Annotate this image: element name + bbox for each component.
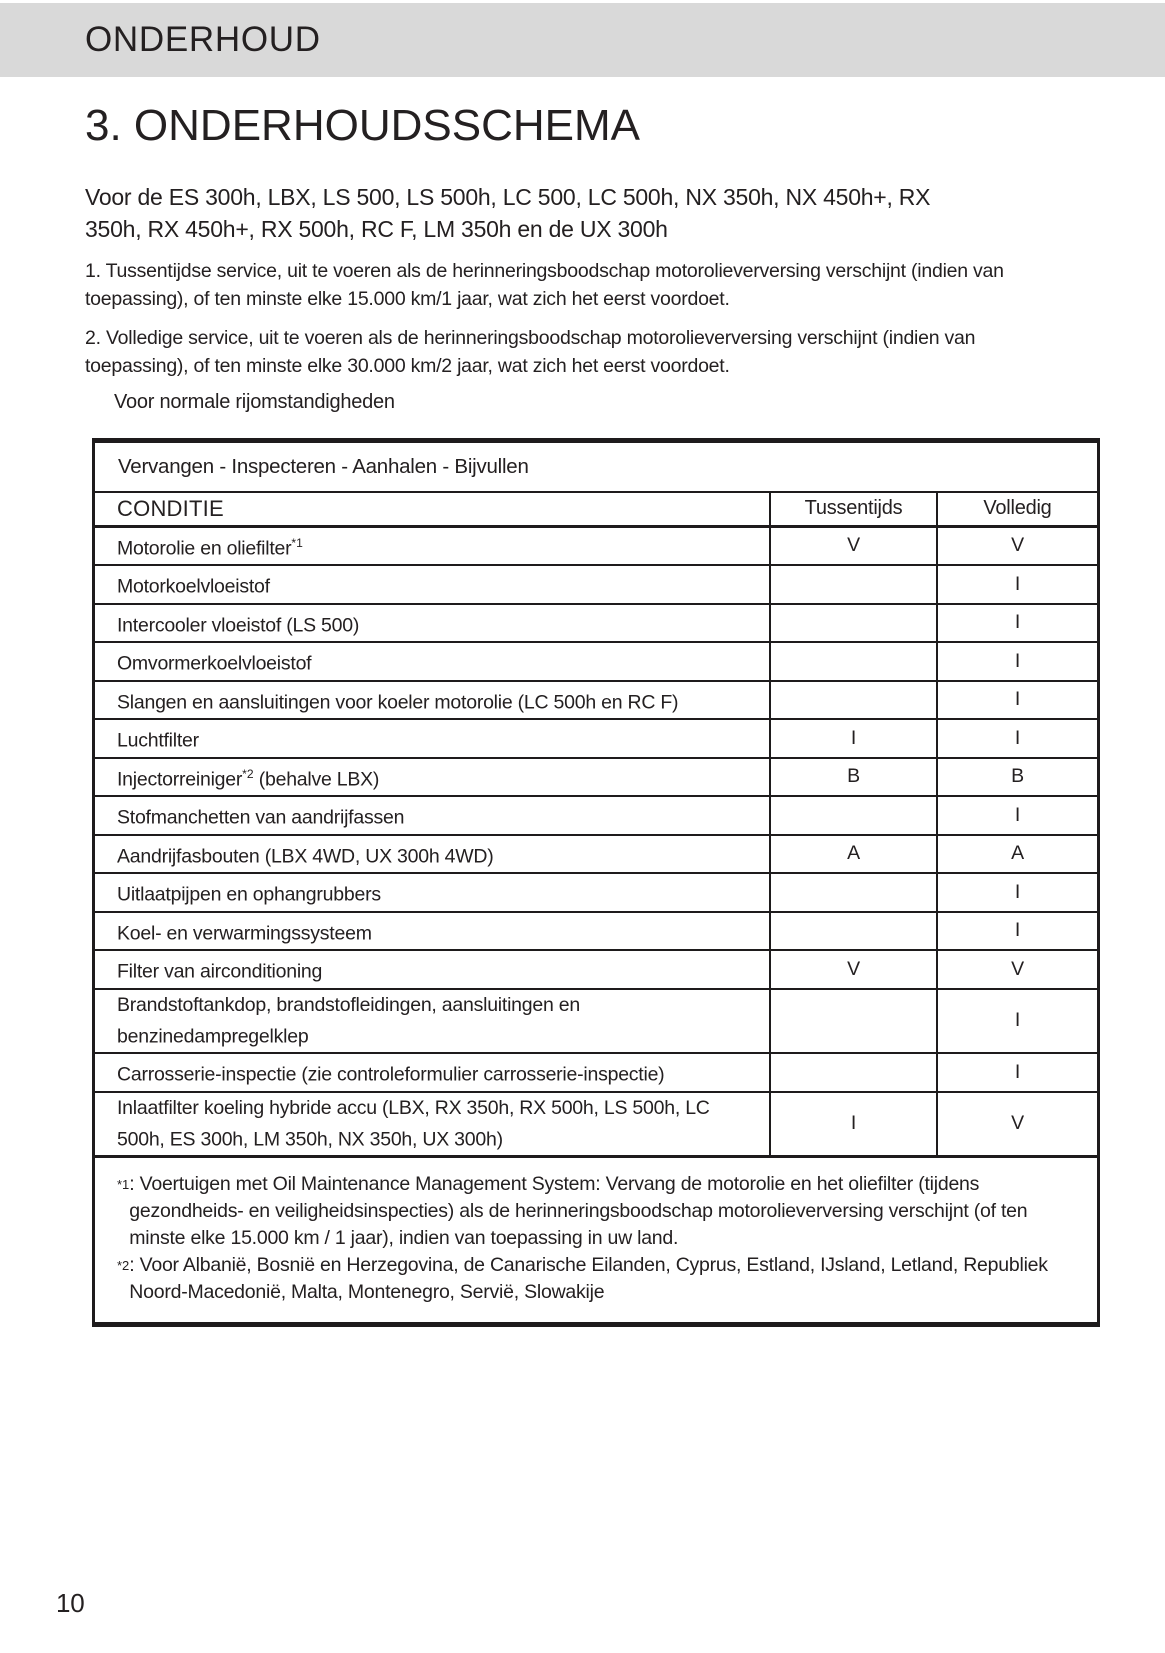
- tussentijds-cell: [769, 911, 937, 951]
- volledig-cell: I: [936, 565, 1097, 605]
- condition-cell: Luchtfilter: [95, 719, 770, 759]
- table-label: Voor normale rijomstandigheden: [114, 391, 395, 413]
- volledig-cell: A: [936, 834, 1097, 874]
- service-paragraph-1: 1. Tussentijdse service, uit te voeren a…: [85, 260, 1004, 310]
- footnote-reference: *1: [291, 535, 303, 550]
- volledig-cell: B: [936, 757, 1097, 797]
- condition-cell: Injectorreiniger*2 (behalve LBX): [95, 757, 770, 797]
- chapter-header-bar: ONDERHOUD: [0, 3, 1165, 77]
- table-header-row: CONDITIE Tussentijds Volledig: [95, 493, 1097, 528]
- page-number: 10: [56, 1588, 85, 1618]
- tussentijds-cell: B: [769, 757, 937, 797]
- tussentijds-cell: [769, 988, 937, 1054]
- volledig-cell: I: [936, 796, 1097, 836]
- tussentijds-cell: [769, 1053, 937, 1093]
- condition-cell: Carrosserie-inspectie (zie controleformu…: [95, 1053, 770, 1093]
- service-paragraph-2: 2. Volledige service, uit te voeren als …: [85, 327, 976, 377]
- table-legend: Vervangen - Inspecteren - Aanhalen - Bij…: [95, 443, 1097, 493]
- condition-cell: Slangen en aansluitingen voor koeler mot…: [95, 680, 770, 720]
- column-header-volledig: Volledig: [936, 493, 1097, 528]
- tussentijds-cell: [769, 873, 937, 913]
- model-list-subtitle: Voor de ES 300h, LBX, LS 500, LS 500h, L…: [85, 184, 931, 242]
- table-row: Uitlaatpijpen en ophangrubbers I: [95, 873, 1097, 913]
- tussentijds-cell: [769, 603, 937, 643]
- table-row: Motorolie en oliefilter*1 V V: [95, 526, 1097, 566]
- condition-cell: Uitlaatpijpen en ophangrubbers: [95, 873, 770, 913]
- table-row: Injectorreiniger*2 (behalve LBX) B B: [95, 757, 1097, 797]
- footnotes: *1 : Voertuigen met Oil Maintenance Mana…: [95, 1158, 1097, 1322]
- table-row: Luchtfilter I I: [95, 719, 1097, 759]
- footnote: *1 : Voertuigen met Oil Maintenance Mana…: [117, 1171, 1073, 1252]
- column-header-conditie: CONDITIE: [95, 493, 770, 528]
- column-header-tussentijds: Tussentijds: [769, 493, 937, 528]
- condition-cell: Filter van airconditioning: [95, 950, 770, 990]
- table-row: Intercooler vloeistof (LS 500) I: [95, 603, 1097, 643]
- maintenance-schedule-box: Vervangen - Inspecteren - Aanhalen - Bij…: [92, 438, 1100, 1327]
- condition-cell: Aandrijfasbouten (LBX 4WD, UX 300h 4WD): [95, 834, 770, 874]
- footnote-marker: *1: [117, 1177, 130, 1192]
- table-row: Omvormerkoelvloeistof I: [95, 642, 1097, 682]
- condition-cell: Omvormerkoelvloeistof: [95, 642, 770, 682]
- volledig-cell: I: [936, 719, 1097, 759]
- tussentijds-cell: A: [769, 834, 937, 874]
- table-row: Inlaatfilter koeling hybride accu (LBX, …: [95, 1091, 1097, 1158]
- footnote: *2 : Voor Albanië, Bosnië en Herzegovina…: [117, 1252, 1073, 1306]
- tussentijds-cell: [769, 642, 937, 682]
- tussentijds-cell: V: [769, 526, 937, 566]
- volledig-cell: V: [936, 950, 1097, 990]
- table-row: Motorkoelvloeistof I: [95, 565, 1097, 605]
- table-row: Slangen en aansluitingen voor koeler mot…: [95, 680, 1097, 720]
- condition-cell: Stofmanchetten van aandrijfassen: [95, 796, 770, 836]
- chapter-title: ONDERHOUD: [85, 20, 321, 59]
- table-row: Filter van airconditioning V V: [95, 950, 1097, 990]
- table-row: Stofmanchetten van aandrijfassen I: [95, 796, 1097, 836]
- table-row: Brandstoftankdop, brandstofleidingen, aa…: [95, 988, 1097, 1054]
- volledig-cell: I: [936, 988, 1097, 1054]
- tussentijds-cell: [769, 565, 937, 605]
- condition-cell: Motorolie en oliefilter*1: [95, 526, 770, 566]
- footnote-marker: *2: [117, 1258, 130, 1273]
- volledig-cell: V: [936, 526, 1097, 566]
- volledig-cell: I: [936, 680, 1097, 720]
- condition-cell: Koel- en verwarmingssysteem: [95, 911, 770, 951]
- condition-cell: Brandstoftankdop, brandstofleidingen, aa…: [95, 988, 770, 1054]
- volledig-cell: I: [936, 873, 1097, 913]
- volledig-cell: V: [936, 1091, 1097, 1158]
- volledig-cell: I: [936, 603, 1097, 643]
- volledig-cell: I: [936, 1053, 1097, 1093]
- tussentijds-cell: [769, 796, 937, 836]
- table-row: Koel- en verwarmingssysteem I: [95, 911, 1097, 951]
- volledig-cell: I: [936, 911, 1097, 951]
- condition-cell: Inlaatfilter koeling hybride accu (LBX, …: [95, 1091, 770, 1158]
- table-row: Carrosserie-inspectie (zie controleformu…: [95, 1053, 1097, 1093]
- volledig-cell: I: [936, 642, 1097, 682]
- condition-cell: Intercooler vloeistof (LS 500): [95, 603, 770, 643]
- footnote-reference: *2: [242, 766, 254, 781]
- tussentijds-cell: I: [769, 719, 937, 759]
- tussentijds-cell: V: [769, 950, 937, 990]
- condition-cell: Motorkoelvloeistof: [95, 565, 770, 605]
- table-row: Aandrijfasbouten (LBX 4WD, UX 300h 4WD) …: [95, 834, 1097, 874]
- section-title: 3. ONDERHOUDSSCHEMA: [85, 101, 640, 150]
- tussentijds-cell: I: [769, 1091, 937, 1158]
- tussentijds-cell: [769, 680, 937, 720]
- maintenance-table: CONDITIE Tussentijds Volledig Motorolie …: [95, 493, 1097, 1158]
